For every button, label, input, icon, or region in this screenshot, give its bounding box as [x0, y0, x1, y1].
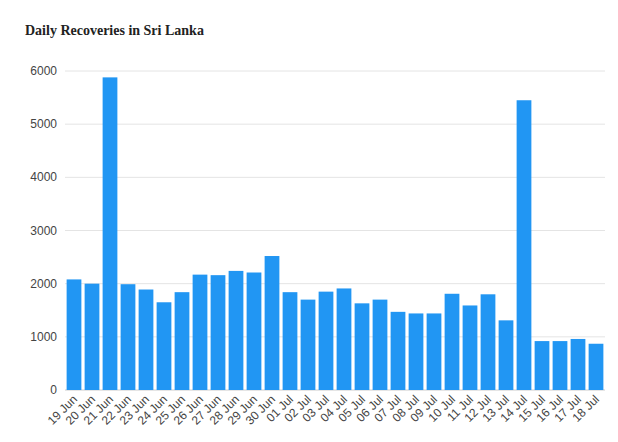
chart-svg: Daily Recoveries in Sri Lanka 0 1000 2000 30…: [0, 0, 618, 442]
bar: [463, 305, 478, 390]
bar: [193, 275, 208, 390]
bar: [265, 256, 280, 390]
bar: [409, 313, 424, 390]
bar: [517, 100, 532, 390]
bar: [535, 341, 550, 390]
bar: [103, 77, 118, 390]
bar: [157, 302, 172, 390]
y-tick-label: 1000: [30, 330, 57, 344]
bar: [445, 294, 460, 390]
bar: [121, 284, 136, 390]
y-axis-line: [65, 71, 66, 390]
y-tick-label: 5000: [30, 117, 57, 131]
bar: [301, 300, 316, 390]
bar: [319, 292, 334, 390]
bars: [67, 77, 604, 390]
bar: [85, 284, 100, 390]
bar: [427, 313, 442, 390]
bar: [553, 341, 568, 390]
grid-line: [65, 71, 605, 72]
bar: [229, 271, 244, 390]
bar: [247, 273, 262, 390]
y-axis: 0 1000 2000 3000 4000 5000 6000: [30, 64, 605, 397]
bar: [481, 294, 496, 390]
y-tick-label: 3000: [30, 224, 57, 238]
bar: [499, 320, 514, 390]
bar: [283, 292, 298, 390]
bar: [373, 300, 388, 390]
chart-container: Daily Recoveries in Sri Lanka 0 1000 2000 30…: [0, 0, 618, 442]
bar: [589, 344, 604, 390]
y-tick-label: 0: [50, 383, 57, 397]
bar: [571, 339, 586, 390]
y-tick-label: 2000: [30, 277, 57, 291]
bar: [139, 290, 154, 390]
bar: [355, 303, 370, 390]
title: Daily Recoveries in Sri Lanka: [25, 23, 204, 38]
x-tick-label: 18 Jul: [570, 392, 603, 425]
bar: [211, 275, 226, 390]
bar: [337, 288, 352, 390]
x-axis: 19 Jun20 Jun21 Jun22 Jun23 Jun24 Jun25 J…: [45, 392, 602, 427]
bar: [67, 279, 82, 390]
y-tick-label: 4000: [30, 170, 57, 184]
bar: [391, 312, 406, 390]
y-tick-label: 6000: [30, 64, 57, 78]
bar: [175, 292, 190, 390]
